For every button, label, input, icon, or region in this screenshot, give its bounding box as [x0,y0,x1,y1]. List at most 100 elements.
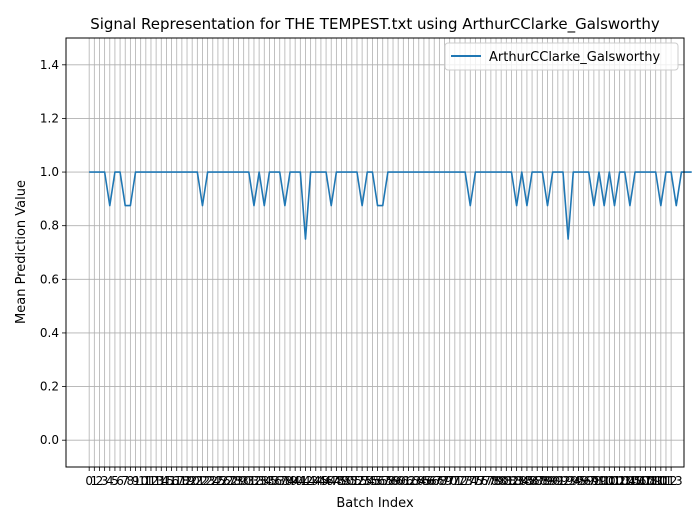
x-tick-label: 90 [545,474,560,488]
x-tick-label: 6 [116,474,124,488]
y-tick-label: 0.4 [40,326,59,340]
x-tick-label: 18 [174,474,189,488]
x-tick-label: 99 [591,474,606,488]
x-tick-label: 87 [530,474,545,488]
y-tick-label: 1.4 [40,58,59,72]
x-tick-label: 42 [298,474,313,488]
y-axis-label: Mean Prediction Value [14,180,29,324]
x-tick-label: 53 [354,474,369,488]
chart-title: Signal Representation for THE TEMPEST.tx… [90,15,660,34]
x-tick-label: 105 [618,474,641,488]
x-axis-label: Batch Index [336,496,414,511]
x-tick-label: 39 [282,474,297,488]
x-tick-label: 70 [442,474,457,488]
x-tick-label: 64 [411,474,426,488]
x-tick-label: 33 [251,474,266,488]
x-tick-label: 19 [179,474,194,488]
x-tick-label: 75 [468,474,483,488]
x-tick-label: 29 [231,474,246,488]
x-tick-label: 2 [96,474,104,488]
x-tick-label: 80 [494,474,509,488]
y-axis: 0.0 0.2 0.4 0.6 0.8 1.0 1.2 1.4 [40,58,66,447]
x-tick-label: 56 [370,474,385,488]
x-tick-label: 9 [132,474,140,488]
x-tick-label: 77 [478,474,493,488]
x-tick-label: 12 [143,474,158,488]
x-tick-label: 88 [535,474,550,488]
y-tick-label: 1.2 [40,111,59,125]
legend: ArthurCClarke_Galsworthy [444,42,679,71]
y-tick-label: 1.0 [40,165,59,179]
x-tick-label: 91 [550,474,565,488]
x-tick-label: 20 [185,474,200,488]
x-tick-label: 71 [447,474,462,488]
x-axis: 0123456789101112131415161718192021222324… [85,467,683,488]
x-tick-label: 72 [452,474,467,488]
x-tick-label: 38 [277,474,292,488]
x-tick-label: 41 [293,474,308,488]
x-tick-label: 94 [566,474,581,488]
x-tick-label: 47 [324,474,339,488]
x-tick-label: 89 [540,474,555,488]
x-tick-label: 17 [169,474,184,488]
x-tick-label: 49 [334,474,349,488]
x-tick-label: 100 [593,474,616,488]
x-tick-label: 104 [613,474,636,488]
x-tick-label: 63 [406,474,421,488]
x-tick-label: 11 [138,474,153,488]
x-tick-label: 26 [215,474,230,488]
x-tick-label: 107 [629,474,652,488]
x-tick-label: 67 [427,474,442,488]
y-tick-label: 0.8 [40,219,59,233]
x-tick-label: 24 [205,474,220,488]
x-tick-label: 86 [524,474,539,488]
x-tick-label: 51 [344,474,359,488]
x-tick-label: 58 [380,474,395,488]
x-tick-label: 55 [365,474,380,488]
y-tick-label: 0.6 [40,272,59,286]
x-tick-label: 98 [586,474,601,488]
x-tick-label: 15 [159,474,174,488]
x-tick-label: 45 [313,474,328,488]
x-tick-label: 1 [91,474,99,488]
x-tick-label: 85 [519,474,534,488]
x-tick-label: 102 [603,474,626,488]
x-tick-label: 73 [457,474,472,488]
x-tick-label: 112 [655,474,678,488]
x-tick-label: 32 [246,474,261,488]
x-tick-label: 78 [483,474,498,488]
grid [66,38,684,467]
x-tick-label: 50 [339,474,354,488]
x-tick-label: 27 [221,474,236,488]
x-tick-label: 76 [473,474,488,488]
x-tick-label: 84 [514,474,529,488]
x-tick-label: 36 [267,474,282,488]
x-tick-label: 106 [624,474,647,488]
x-tick-label: 103 [608,474,631,488]
x-tick-label: 0 [85,474,93,488]
y-tick-label: 0.0 [40,433,59,447]
x-tick-label: 3 [101,474,109,488]
x-tick-label: 62 [401,474,416,488]
x-tick-label: 22 [195,474,210,488]
x-tick-label: 82 [504,474,519,488]
series-layer [89,171,692,240]
x-tick-label: 14 [154,474,169,488]
x-tick-label: 13 [148,474,163,488]
x-tick-label: 5 [111,474,119,488]
x-tick-label: 101 [598,474,621,488]
x-tick-label: 69 [437,474,452,488]
x-tick-label: 34 [257,474,272,488]
x-tick-label: 23 [200,474,215,488]
x-tick-label: 28 [226,474,241,488]
x-tick-label: 97 [581,474,596,488]
x-tick-label: 10 [133,474,148,488]
x-tick-label: 93 [560,474,575,488]
x-tick-label: 31 [241,474,256,488]
x-tick-label: 113 [660,474,683,488]
x-tick-label: 110 [644,474,667,488]
x-tick-label: 54 [360,474,375,488]
x-tick-label: 66 [421,474,436,488]
x-tick-label: 52 [349,474,364,488]
